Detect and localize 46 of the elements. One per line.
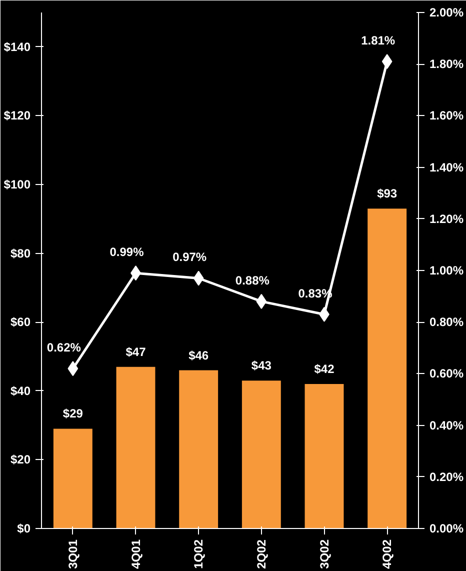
y2-tick-label: 1.40% xyxy=(430,160,464,174)
y-tick-label: $60 xyxy=(10,315,31,330)
data-label: 0.97% xyxy=(172,250,207,264)
x-tick-label: 2Q02 xyxy=(254,539,268,569)
y2-tick-label: 0.40% xyxy=(430,418,464,432)
y-tick-label: $100 xyxy=(4,178,31,192)
y-tick-label: $80 xyxy=(10,246,31,260)
x-tick-label: 4Q01 xyxy=(128,539,143,569)
point xyxy=(68,361,78,376)
y-tick-label: $0 xyxy=(17,522,31,536)
bar xyxy=(368,208,407,528)
data-label: 0.99% xyxy=(110,245,144,260)
data-label: $42 xyxy=(314,362,335,376)
y-tick-label: $20 xyxy=(10,452,31,467)
y2-tick-label: 0.60% xyxy=(430,366,464,381)
x-tick-label: 3Q02 xyxy=(317,539,332,569)
y2-tick-label: 1.80% xyxy=(430,57,464,72)
point xyxy=(256,294,267,309)
y2-tick-label: 1.20% xyxy=(430,212,464,226)
data-label: $93 xyxy=(377,186,398,201)
y-tick-label: $40 xyxy=(10,384,31,398)
bar xyxy=(304,384,344,528)
x-tick-label: 4Q02 xyxy=(380,539,394,569)
x-tick-label: 1Q02 xyxy=(192,539,206,569)
data-label: 0.88% xyxy=(235,273,270,288)
x-tick-label: 3Q01 xyxy=(66,539,80,569)
bar xyxy=(53,428,92,528)
y-tick-label: $120 xyxy=(4,108,31,123)
y2-tick-label: 1.60% xyxy=(430,108,464,123)
bar xyxy=(242,380,281,528)
point xyxy=(193,270,204,286)
bar xyxy=(179,370,218,528)
data-label: $43 xyxy=(251,358,272,373)
data-label: $46 xyxy=(188,348,209,362)
data-label: $29 xyxy=(62,406,84,421)
point xyxy=(382,54,392,70)
y-tick-label: $140 xyxy=(4,40,31,54)
y2-tick-label: 2.00% xyxy=(430,6,464,20)
y2-tick-label: 0.80% xyxy=(430,315,464,330)
bar xyxy=(116,366,156,528)
data-label: 0.62% xyxy=(46,340,82,355)
data-label: $47 xyxy=(126,344,146,359)
data-label: 1.81% xyxy=(361,34,396,48)
y2-tick-label: 0.20% xyxy=(430,470,464,484)
y2-tick-label: 0.00% xyxy=(430,522,464,536)
y2-tick-label: 1.00% xyxy=(430,264,464,278)
